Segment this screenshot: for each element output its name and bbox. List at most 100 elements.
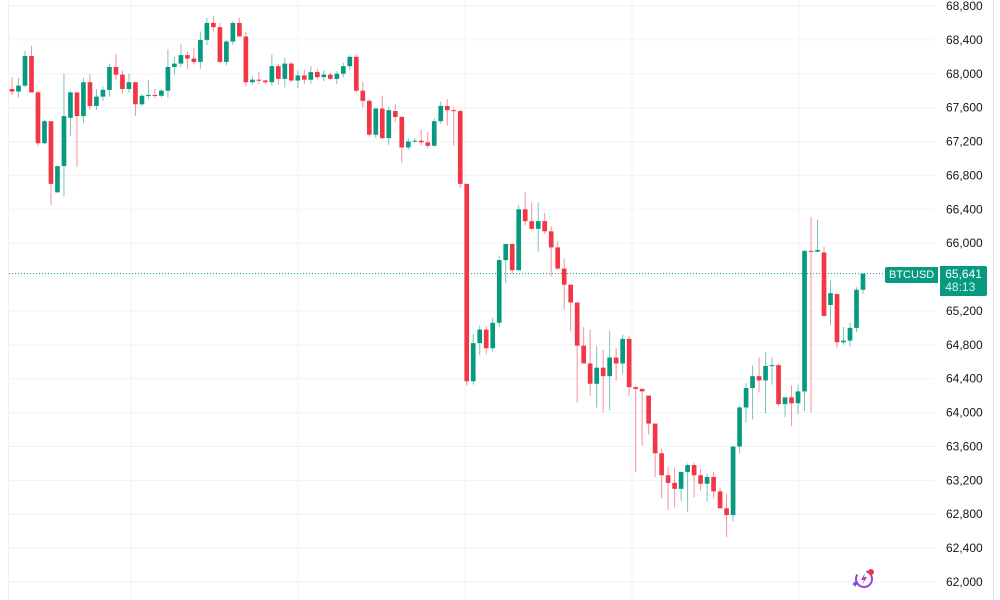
candle (828, 280, 833, 326)
candle (685, 463, 690, 512)
candle (659, 449, 664, 499)
candle (763, 352, 768, 414)
candle (542, 212, 548, 234)
candle (633, 386, 638, 472)
candle (334, 71, 340, 84)
candle (555, 241, 561, 270)
candle (366, 99, 372, 137)
candle (639, 388, 645, 446)
candle (282, 57, 288, 88)
candle (457, 109, 463, 189)
candle (600, 349, 606, 413)
candle (561, 258, 567, 311)
price-axis-border (993, 0, 994, 600)
price-axis-label: 66,800 (946, 168, 983, 182)
candle (295, 70, 301, 89)
candle (276, 63, 281, 85)
candle (55, 166, 60, 193)
candle (392, 104, 398, 123)
candle (841, 327, 846, 345)
candle (574, 302, 580, 403)
candle (821, 246, 827, 317)
candle (451, 107, 457, 146)
candle (438, 101, 444, 124)
candle (548, 226, 554, 277)
candle (139, 94, 145, 106)
candle (470, 333, 476, 385)
candle (94, 89, 99, 111)
bar-countdown: 48:13 (945, 280, 976, 294)
candle (626, 336, 632, 396)
candle (224, 39, 229, 66)
candle (126, 73, 132, 93)
last-price-value: 65,641 48:13 (940, 266, 987, 296)
candle (516, 205, 522, 271)
candle (724, 493, 729, 538)
candle (204, 17, 210, 45)
candle (529, 202, 535, 231)
candle (418, 129, 424, 145)
candle (496, 255, 502, 328)
candle (379, 95, 385, 139)
candle (178, 44, 184, 67)
price-axis-label: 62,400 (946, 541, 983, 555)
candle (42, 119, 47, 145)
candle (795, 384, 801, 415)
candle (743, 382, 749, 423)
candle (314, 68, 320, 79)
candle (678, 471, 684, 501)
candle (776, 363, 781, 406)
candle (412, 138, 418, 144)
price-axis-label: 68,400 (946, 33, 983, 47)
price-axis-label: 64,000 (946, 406, 983, 420)
price-axis-label: 62,000 (946, 575, 983, 589)
candle (308, 66, 314, 84)
price-axis-label: 67,600 (946, 101, 983, 115)
candle (347, 55, 353, 71)
candle (373, 107, 379, 139)
candle (68, 90, 73, 136)
candle (483, 326, 489, 355)
price-axis-label: 65,200 (946, 304, 983, 318)
price-axis-label: 63,600 (946, 439, 983, 453)
candle (22, 50, 28, 88)
candle (243, 32, 249, 87)
candle (594, 345, 599, 408)
candle (490, 317, 496, 352)
candle (769, 357, 775, 385)
candle (340, 62, 346, 78)
candle (672, 467, 677, 508)
candle (581, 327, 587, 364)
candle (860, 273, 866, 294)
left-edge (8, 0, 9, 600)
price-axis-label: 66,400 (946, 202, 983, 216)
candle (165, 49, 171, 98)
candle (256, 72, 262, 84)
candle (815, 219, 820, 253)
candle (29, 45, 34, 93)
price-axis-label: 64,400 (946, 372, 983, 386)
candle (159, 89, 164, 98)
price-axis-label: 68,800 (946, 0, 983, 13)
candle (81, 78, 86, 123)
candle (535, 202, 541, 252)
candle (301, 69, 307, 84)
lightning-sparkle-icon[interactable] (850, 567, 876, 591)
candle (172, 56, 177, 75)
candle (120, 70, 125, 94)
candle (74, 92, 80, 167)
candle (107, 63, 112, 97)
candle (834, 294, 840, 349)
candle (750, 365, 755, 420)
candle (48, 121, 54, 206)
candle (587, 329, 593, 396)
candle (464, 183, 470, 386)
candle (113, 54, 119, 80)
candle (360, 82, 366, 108)
candle (288, 61, 294, 83)
candle (568, 284, 574, 332)
candle (16, 78, 21, 98)
candle (185, 51, 190, 69)
